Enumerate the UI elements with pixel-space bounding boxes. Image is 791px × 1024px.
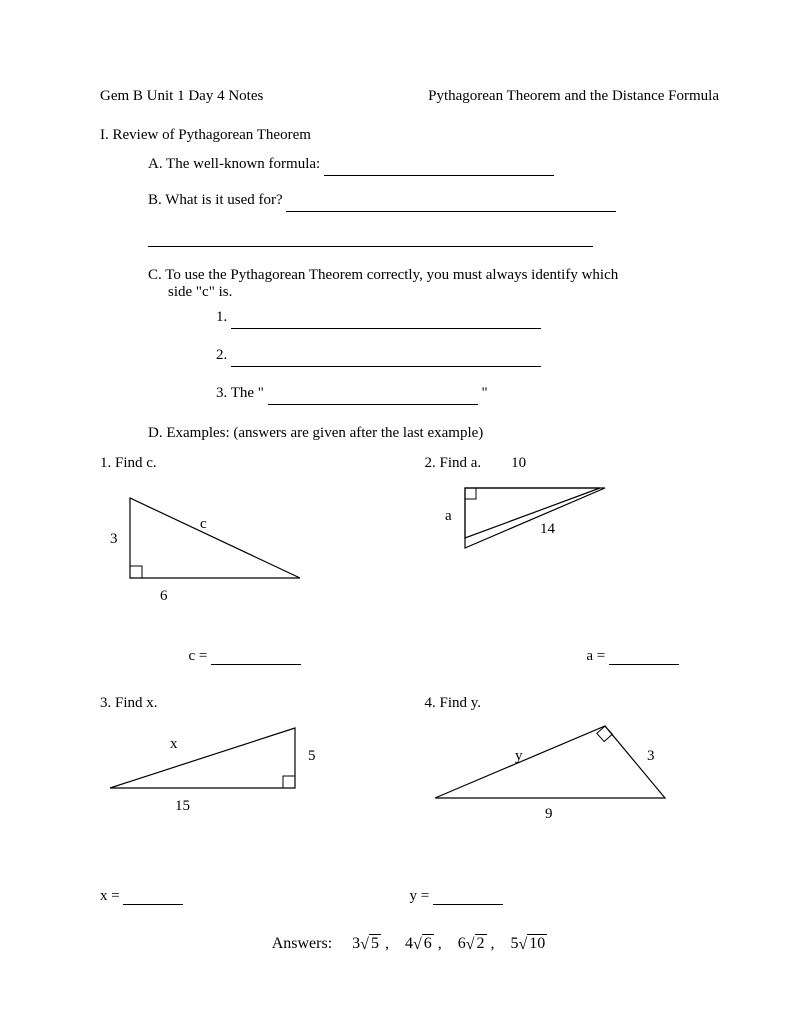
ans3-rad: 2 bbox=[475, 934, 487, 952]
ans3-sqrt: 2 bbox=[466, 935, 487, 953]
t3-side-right: 5 bbox=[308, 748, 316, 764]
problems-row-1: 1. Find c. 3 c 6 2. Find a. 10 bbox=[100, 455, 719, 628]
item-C: C. To use the Pythagorean Theorem correc… bbox=[100, 267, 719, 301]
ans2-rad: 6 bbox=[422, 934, 434, 952]
ans3-coef: 6 bbox=[458, 935, 466, 952]
ans4-rad: 10 bbox=[527, 934, 547, 952]
t2-side-top: 10 bbox=[511, 455, 526, 472]
item-B-cont bbox=[100, 230, 719, 247]
p3-result-label: x = bbox=[100, 888, 123, 904]
triangle-1: 3 c 6 bbox=[100, 478, 320, 618]
section-I-title: I. Review of Pythagorean Theorem bbox=[100, 127, 719, 144]
ans4-coef: 5 bbox=[511, 935, 519, 952]
item-C-1-text: 1. bbox=[216, 309, 231, 325]
p2-result-label: a = bbox=[586, 648, 609, 664]
item-C-3: 3. The " " bbox=[100, 381, 719, 405]
item-B-text: B. What is it used for? bbox=[148, 192, 286, 208]
t2-side-left: a bbox=[445, 508, 452, 524]
ans2-sqrt: 6 bbox=[413, 935, 434, 953]
problem-3: 3. Find x. x 5 15 bbox=[100, 695, 395, 828]
t1-side-hyp: c bbox=[200, 516, 207, 532]
ans4-sqrt: 10 bbox=[519, 935, 548, 953]
blank-p3 bbox=[123, 890, 183, 905]
answers-row-1: c = a = bbox=[100, 648, 719, 665]
item-C-3-post: " bbox=[481, 385, 487, 401]
blank-B2 bbox=[148, 232, 593, 247]
triangle-3: x 5 15 bbox=[100, 718, 340, 828]
page-header: Gem B Unit 1 Day 4 Notes Pythagorean The… bbox=[100, 88, 719, 105]
item-A-text: A. The well-known formula: bbox=[148, 156, 324, 172]
problem-2: 2. Find a. 10 a 14 bbox=[425, 455, 720, 628]
blank-B bbox=[286, 197, 616, 212]
problem-2-label: 2. Find a. bbox=[425, 455, 482, 472]
blank-p1 bbox=[211, 650, 301, 665]
problem-1-label: 1. Find c. bbox=[100, 455, 395, 472]
item-C-3-pre: 3. The " bbox=[216, 385, 264, 401]
item-A: A. The well-known formula: bbox=[100, 152, 719, 176]
answers-label: Answers: bbox=[272, 935, 332, 952]
answers-row-2: x = y = bbox=[100, 888, 719, 905]
blank-A bbox=[324, 161, 554, 176]
blank-C3 bbox=[268, 390, 478, 405]
p1-result-label: c = bbox=[188, 648, 211, 664]
blank-p4 bbox=[433, 890, 503, 905]
t2-side-hyp: 14 bbox=[540, 521, 556, 537]
item-C-line1: C. To use the Pythagorean Theorem correc… bbox=[148, 267, 719, 284]
blank-C2 bbox=[231, 352, 541, 367]
t1-side-bottom: 6 bbox=[160, 588, 168, 604]
t3-side-bottom: 15 bbox=[175, 798, 190, 814]
header-right: Pythagorean Theorem and the Distance For… bbox=[428, 88, 719, 105]
problems-row-2: 3. Find x. x 5 15 4. Find y. y 3 9 bbox=[100, 695, 719, 828]
problem-4-label: 4. Find y. bbox=[425, 695, 720, 712]
ans1-coef: 3 bbox=[352, 935, 360, 952]
final-answers: Answers: 35 , 46 , 62 , 510 bbox=[100, 935, 719, 953]
item-C-1: 1. bbox=[100, 305, 719, 329]
t4-side-y: y bbox=[515, 748, 523, 764]
blank-p2 bbox=[609, 650, 679, 665]
triangle-2: a 14 bbox=[425, 478, 685, 598]
item-B: B. What is it used for? bbox=[100, 188, 719, 212]
item-C-2: 2. bbox=[100, 343, 719, 367]
t4-side-right: 3 bbox=[647, 748, 655, 764]
ans1-sqrt: 5 bbox=[360, 935, 381, 953]
item-C-line2: side "c" is. bbox=[148, 284, 719, 301]
problem-4: 4. Find y. y 3 9 bbox=[425, 695, 720, 828]
problem-3-label: 3. Find x. bbox=[100, 695, 395, 712]
ans2-coef: 4 bbox=[405, 935, 413, 952]
ans1-rad: 5 bbox=[369, 934, 381, 952]
item-C-2-text: 2. bbox=[216, 347, 231, 363]
triangle-4: y 3 9 bbox=[425, 718, 685, 828]
p4-result-label: y = bbox=[410, 888, 433, 904]
t4-side-bottom: 9 bbox=[545, 806, 553, 822]
blank-C1 bbox=[231, 314, 541, 329]
header-left: Gem B Unit 1 Day 4 Notes bbox=[100, 88, 263, 105]
t1-side-left: 3 bbox=[110, 531, 118, 547]
problem-1: 1. Find c. 3 c 6 bbox=[100, 455, 395, 628]
item-D: D. Examples: (answers are given after th… bbox=[100, 421, 719, 445]
t3-side-top: x bbox=[170, 736, 178, 752]
